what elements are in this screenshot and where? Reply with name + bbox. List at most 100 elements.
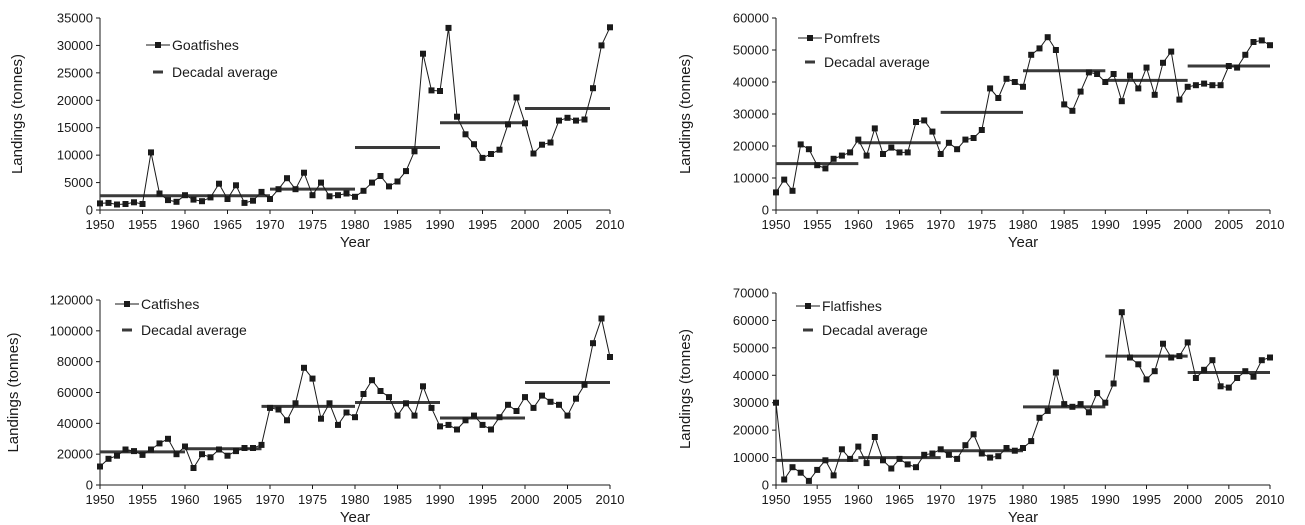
y-tick-label: 10000 <box>57 148 93 163</box>
data-point <box>954 146 961 153</box>
data-point <box>182 443 188 450</box>
data-point <box>1192 82 1199 89</box>
data-point <box>411 148 418 155</box>
data-point <box>547 398 554 405</box>
data-point <box>207 454 214 461</box>
data-point <box>590 85 596 92</box>
x-tick-label: 1970 <box>256 217 285 232</box>
y-tick-label: 35000 <box>57 11 93 26</box>
x-tick-label: 1980 <box>341 217 370 232</box>
data-point <box>1052 369 1059 376</box>
x-tick-label: 1985 <box>383 217 412 232</box>
data-point <box>471 141 477 148</box>
y-tick-label: 40000 <box>733 368 769 383</box>
data-point <box>847 455 854 462</box>
data-point <box>190 465 197 471</box>
x-tick-label: 2000 <box>1173 217 1202 232</box>
data-point <box>199 451 205 458</box>
data-point <box>1077 401 1084 408</box>
data-point <box>1217 383 1224 390</box>
y-tick-label: 20000 <box>733 139 769 154</box>
series-line <box>99 27 611 206</box>
data-point <box>1094 390 1101 397</box>
data-point <box>352 193 358 200</box>
x-tick-label: 1965 <box>885 217 914 232</box>
data-point <box>607 354 613 360</box>
y-tick-label: 100000 <box>50 323 93 338</box>
data-point <box>275 406 282 413</box>
data-point <box>590 340 596 347</box>
data-point <box>352 414 358 421</box>
data-point <box>830 472 837 479</box>
data-point <box>888 465 895 472</box>
data-point <box>292 186 299 193</box>
chart-panel-3: 0 20000 40000 60000 80000 100000 120000 1950 195… <box>5 293 624 525</box>
data-point <box>284 175 290 182</box>
x-tick-label: 1980 <box>1009 217 1038 232</box>
y-tick-label: 15000 <box>57 120 93 135</box>
x-tick-label: 2010 <box>596 217 625 232</box>
data-point <box>1003 445 1010 451</box>
data-point <box>1184 339 1191 346</box>
data-point <box>1110 380 1117 387</box>
y-tick-label: 50000 <box>733 340 769 355</box>
data-point <box>1094 71 1101 77</box>
data-point <box>454 113 460 120</box>
data-point <box>488 426 494 433</box>
data-point <box>1102 399 1109 406</box>
data-point <box>505 121 511 128</box>
legend-marker-swatch <box>155 42 161 48</box>
data-point <box>530 150 537 157</box>
data-point <box>1225 384 1232 391</box>
y-tick-label: 120000 <box>50 293 93 308</box>
legend-label: Catfishes <box>141 296 199 312</box>
data-point <box>309 192 316 199</box>
data-point <box>970 431 977 438</box>
data-point <box>148 446 154 453</box>
x-tick-label: 1965 <box>213 217 242 232</box>
x-tick-label: 1960 <box>844 217 873 232</box>
x-tick-label: 1960 <box>171 217 200 232</box>
data-point <box>1085 69 1092 76</box>
data-point <box>369 179 375 186</box>
legend: Flatfishes Decadal average <box>796 298 928 338</box>
data-point <box>1044 407 1051 414</box>
data-point <box>1135 361 1142 368</box>
data-point <box>1209 82 1216 89</box>
x-tick-label: 1995 <box>1132 492 1161 507</box>
legend: Pomfrets Decadal average <box>798 30 930 70</box>
data-point <box>814 162 821 169</box>
data-point <box>224 452 231 459</box>
data-point <box>880 457 886 464</box>
legend-marker-swatch <box>805 303 811 309</box>
data-point <box>148 149 154 156</box>
data-point <box>360 391 367 397</box>
data-point <box>838 152 845 159</box>
y-tick-label: 20000 <box>57 447 93 462</box>
y-tick-label: 30000 <box>733 107 769 122</box>
data-point <box>556 117 562 124</box>
data-point <box>945 451 952 458</box>
data-point <box>1118 98 1125 105</box>
legend-label: Decadal average <box>822 322 928 338</box>
data-point <box>131 448 137 455</box>
data-point <box>904 149 911 156</box>
data-point <box>445 421 452 428</box>
legend-label: Decadal average <box>141 322 247 338</box>
data-point <box>1085 409 1092 416</box>
data-point <box>1044 34 1051 41</box>
y-tick-label: 0 <box>762 203 769 218</box>
data-point <box>318 415 324 422</box>
x-tick-label: 1980 <box>341 492 370 507</box>
data-point <box>284 417 290 424</box>
data-point <box>904 461 911 468</box>
x-tick-label: 1990 <box>426 217 455 232</box>
y-tick-label: 30000 <box>733 395 769 410</box>
data-point <box>428 87 435 94</box>
data-point <box>513 94 520 101</box>
data-point <box>437 423 443 430</box>
data-point <box>1143 376 1150 383</box>
data-point <box>377 173 384 179</box>
data-point <box>1102 79 1109 85</box>
data-point <box>1028 51 1035 58</box>
